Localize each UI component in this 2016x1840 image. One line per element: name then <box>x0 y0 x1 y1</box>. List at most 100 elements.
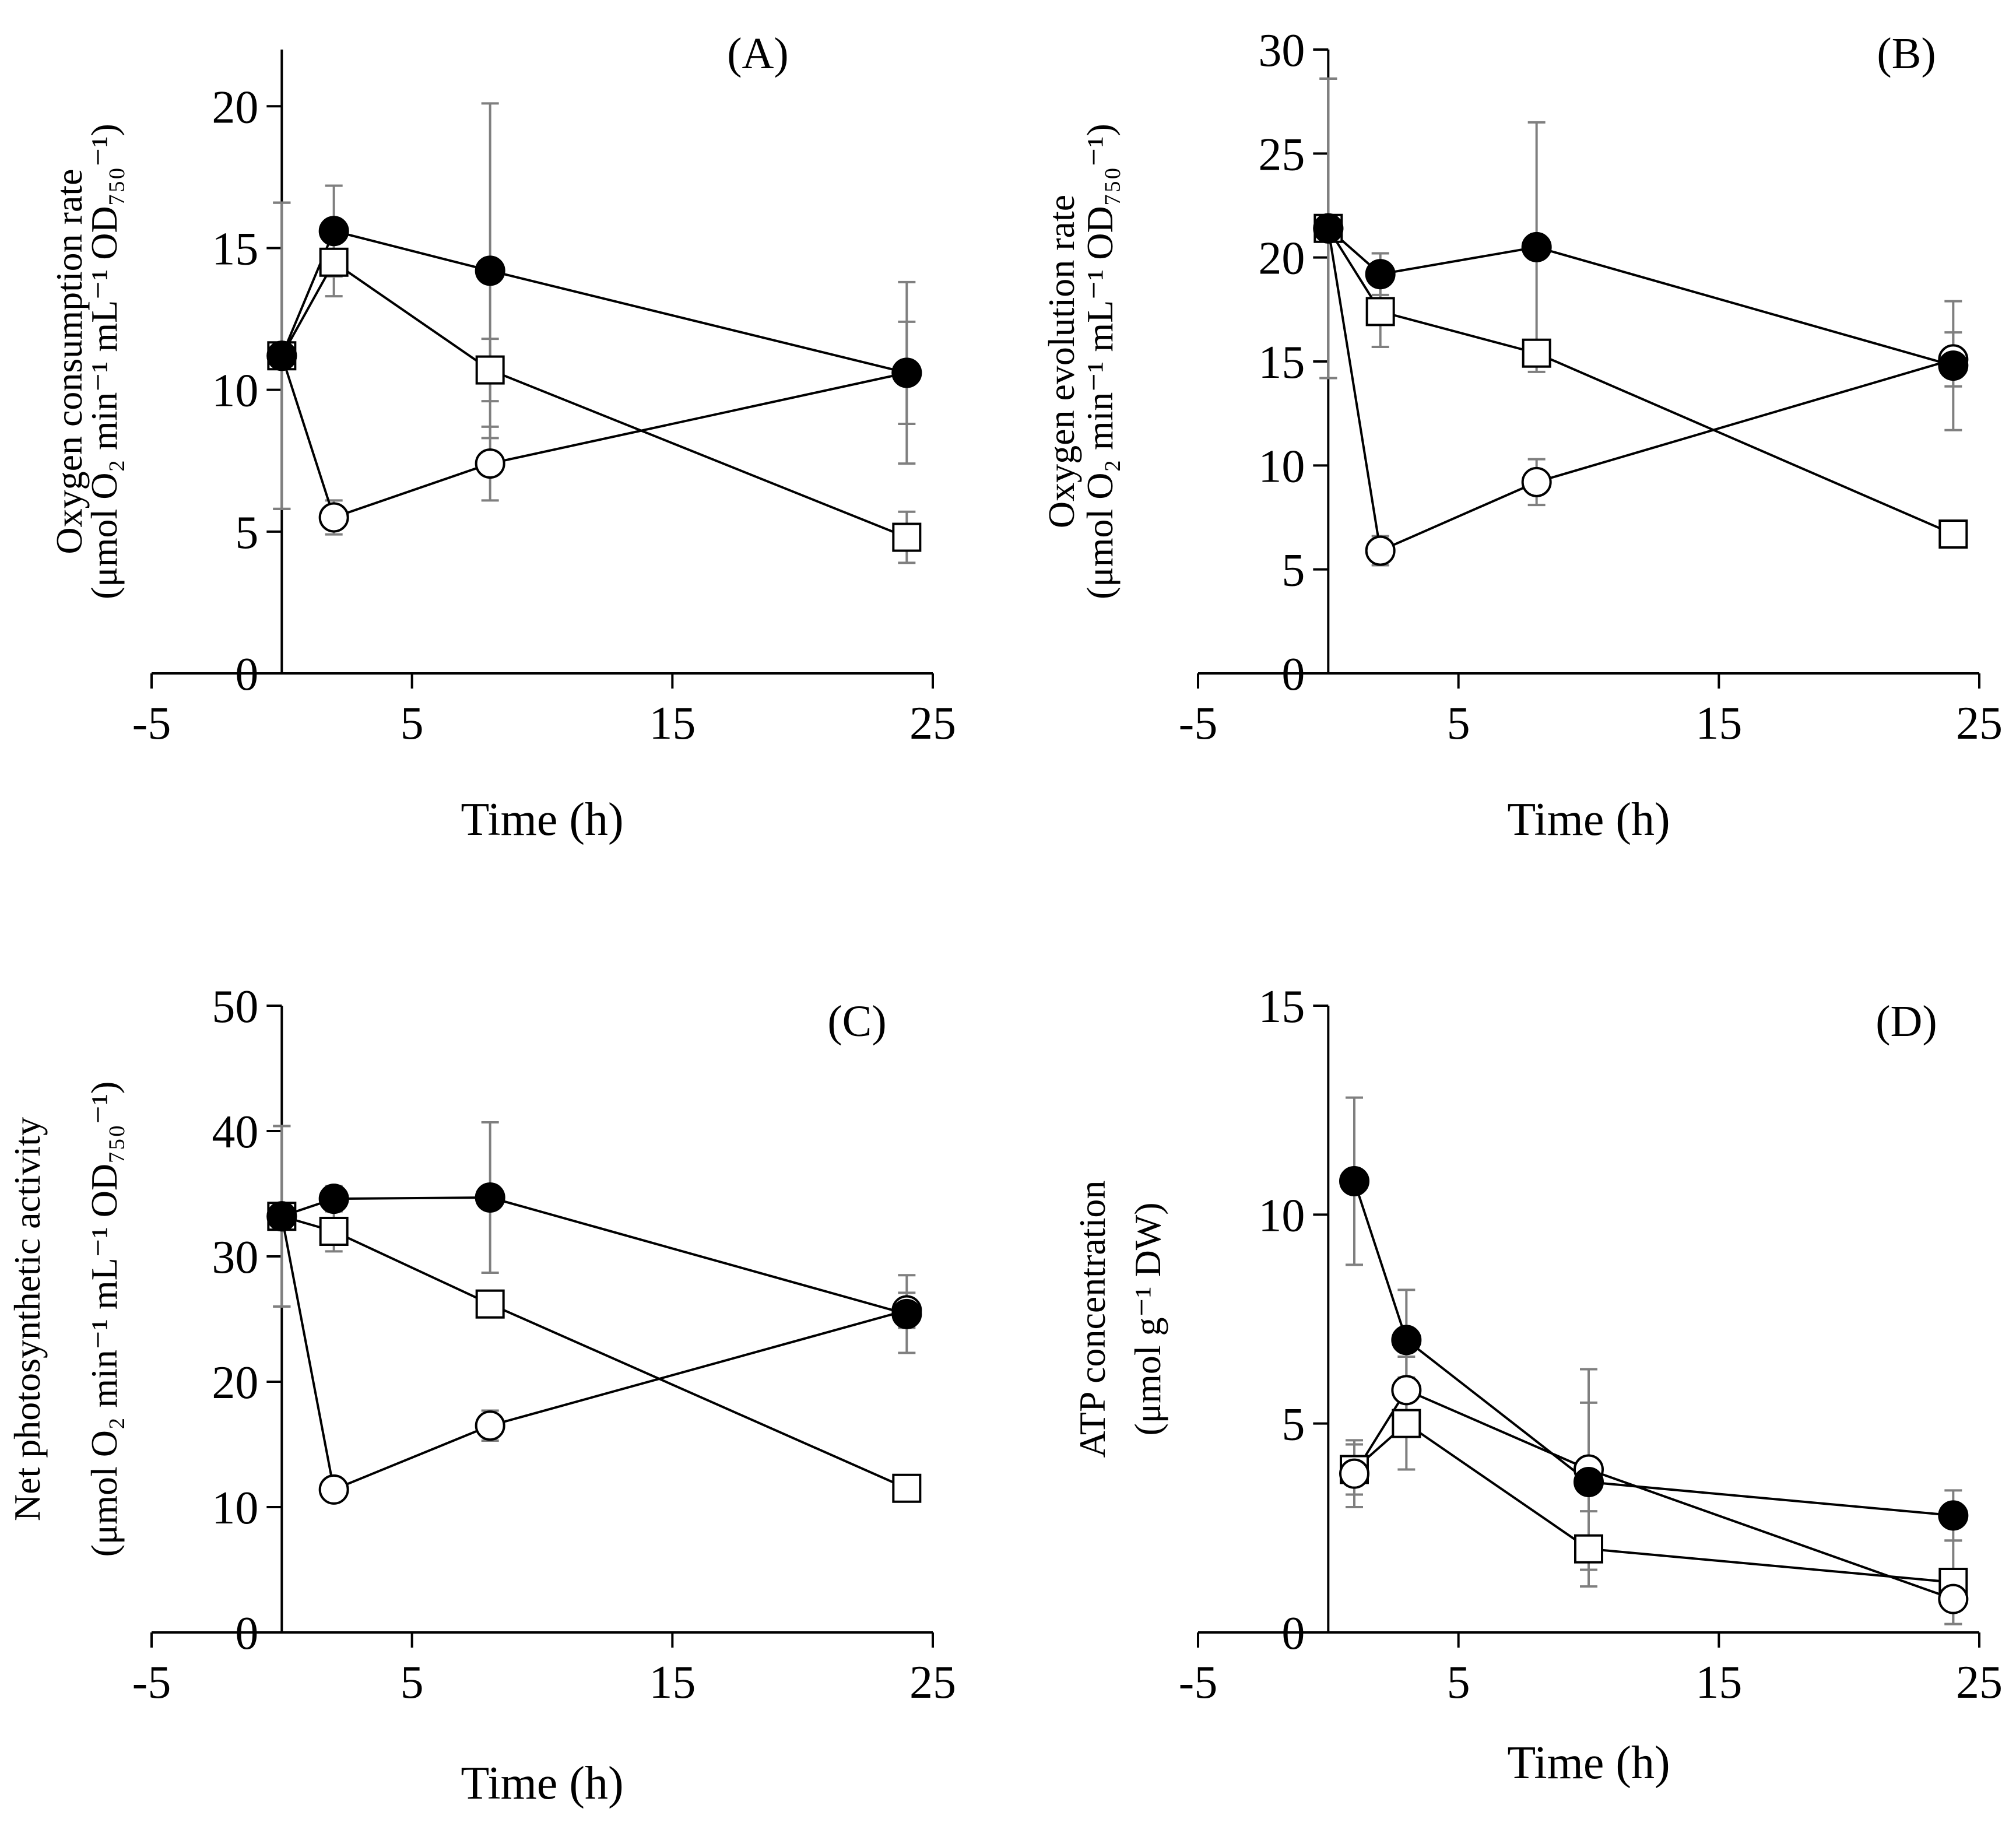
y-tick-label: 5 <box>1281 545 1305 596</box>
x-axis-title: Time (h) <box>1507 794 1670 845</box>
series-line <box>280 229 907 374</box>
y-tick-label: 15 <box>1258 981 1305 1033</box>
y-tick-label: 0 <box>1281 1608 1305 1659</box>
y-tick-label: 10 <box>212 366 258 417</box>
y-axis-title-units: (μmol O₂ min⁻¹ mL⁻¹ OD₇₅₀⁻¹) <box>83 124 125 599</box>
y-tick-label: 5 <box>1281 1399 1305 1451</box>
y-axis-title-units: (μmol O₂ min⁻¹ mL⁻¹ OD₇₅₀⁻¹) <box>83 1081 125 1557</box>
y-axis-title: Oxygen consumption rate <box>48 168 90 554</box>
data-point-filled-circle <box>1313 213 1344 244</box>
data-point-filled-circle <box>475 255 505 286</box>
y-tick-label: 20 <box>1258 233 1305 285</box>
y-tick-label: 20 <box>212 1357 258 1409</box>
y-axis-title: Net photosynthetic activity <box>6 1117 48 1521</box>
x-tick-label: 15 <box>1695 698 1742 749</box>
data-point-open-circle <box>318 1474 349 1505</box>
chart-panel: -5 5 15 25 0 10 20 30 40 50 Time (h) Net photosynth… <box>6 981 956 1809</box>
x-tick-label: 15 <box>1695 1657 1742 1708</box>
data-point-filled-circle <box>1938 1500 1969 1531</box>
data-point-open-square <box>1522 338 1551 368</box>
data-point-filled-circle <box>1365 259 1396 290</box>
data-point-filled-circle <box>1938 350 1969 381</box>
data-point-open-square <box>475 1289 505 1319</box>
y-tick-label: 0 <box>235 649 258 700</box>
y-tick-label: 15 <box>1258 337 1305 388</box>
y-tick-label: 20 <box>212 82 258 133</box>
data-point-filled-circle <box>1521 231 1552 262</box>
chart-panel: -5 5 15 25 0 5 10 15 Time (h) ATP concentration (μ… <box>1072 981 2003 1789</box>
x-axis-title: Time (h) <box>461 1758 623 1809</box>
x-tick-label: 25 <box>909 698 956 749</box>
y-tick-label: 0 <box>235 1608 258 1659</box>
x-tick-label: 15 <box>649 1657 696 1708</box>
data-point-open-circle <box>475 448 505 479</box>
chart-panel: -5 5 15 25 0 5 10 15 20 25 30 Time (h) Oxygen evolut… <box>1041 25 2003 845</box>
y-tick-label: 10 <box>1258 441 1305 492</box>
series-line <box>280 1216 907 1491</box>
series-line <box>280 355 907 519</box>
data-point-open-circle <box>1521 466 1552 497</box>
y-axis-title-units: (μmol g⁻¹ DW) <box>1127 1202 1168 1435</box>
data-point-filled-circle <box>475 1182 505 1213</box>
x-tick-label: 5 <box>1447 698 1470 749</box>
panel-label: (A) <box>727 29 789 78</box>
data-point-open-square <box>892 522 922 552</box>
x-tick-label: 5 <box>401 1657 424 1708</box>
y-tick-label: 30 <box>212 1232 258 1283</box>
series-line <box>1353 1181 1954 1517</box>
data-point-open-circle <box>1938 1583 1969 1614</box>
series-line <box>281 1196 907 1315</box>
data-point-filled-circle <box>1574 1467 1604 1497</box>
data-point-filled-circle <box>318 216 349 247</box>
panel-label: (C) <box>827 997 886 1046</box>
data-point-filled-circle <box>1391 1325 1422 1356</box>
data-point-filled-circle <box>318 1184 349 1214</box>
data-point-open-square <box>1938 519 1968 549</box>
y-tick-label: 5 <box>235 507 258 559</box>
data-point-filled-circle <box>266 340 297 371</box>
data-point-open-square <box>1574 1534 1603 1564</box>
x-tick-label: 5 <box>1447 1657 1470 1708</box>
x-tick-label: -5 <box>1179 1657 1218 1708</box>
x-tick-label: 5 <box>401 698 424 749</box>
data-point-open-square <box>475 355 505 385</box>
data-point-filled-circle <box>891 357 922 388</box>
data-point-open-circle <box>1339 1458 1369 1489</box>
data-point-filled-circle <box>1339 1166 1369 1196</box>
data-point-filled-circle <box>266 1201 297 1232</box>
y-tick-label: 10 <box>212 1483 258 1534</box>
x-tick-label: 25 <box>1956 1657 2003 1708</box>
y-axis-title: Oxygen evolution rate <box>1041 195 1082 528</box>
x-tick-label: 25 <box>909 1657 956 1708</box>
y-tick-label: 0 <box>1281 649 1305 700</box>
panel-label: (D) <box>1875 997 1937 1046</box>
y-tick-label: 30 <box>1258 25 1305 76</box>
chart-panel: -5 5 15 25 0 5 10 15 20 Time (h) Oxygen consumptio… <box>48 29 956 845</box>
data-point-open-circle <box>1365 535 1396 566</box>
series-line <box>1353 1422 1954 1583</box>
y-tick-label: 40 <box>212 1107 258 1158</box>
data-point-open-square <box>1365 297 1395 326</box>
y-tick-label: 50 <box>212 981 258 1033</box>
series-line <box>280 260 908 539</box>
x-axis-title: Time (h) <box>1507 1737 1670 1789</box>
y-tick-label: 10 <box>1258 1190 1305 1241</box>
data-point-open-square <box>1392 1409 1421 1438</box>
x-tick-label: -5 <box>132 1657 171 1708</box>
series-line <box>1327 228 1954 553</box>
data-point-open-circle <box>318 502 349 533</box>
y-tick-label: 15 <box>212 223 258 275</box>
data-point-open-square <box>319 1217 349 1246</box>
series-line <box>1327 227 1954 535</box>
data-point-open-square <box>892 1473 922 1503</box>
series-line <box>1353 1388 1954 1600</box>
x-axis-title: Time (h) <box>461 794 623 845</box>
series-line <box>1327 227 1954 367</box>
x-tick-label: 15 <box>649 698 696 749</box>
x-tick-label: -5 <box>132 698 171 749</box>
x-tick-label: 25 <box>1956 698 2003 749</box>
data-point-filled-circle <box>891 1298 922 1329</box>
data-point-open-square <box>319 247 349 277</box>
y-axis-title: ATP concentration <box>1072 1181 1113 1458</box>
